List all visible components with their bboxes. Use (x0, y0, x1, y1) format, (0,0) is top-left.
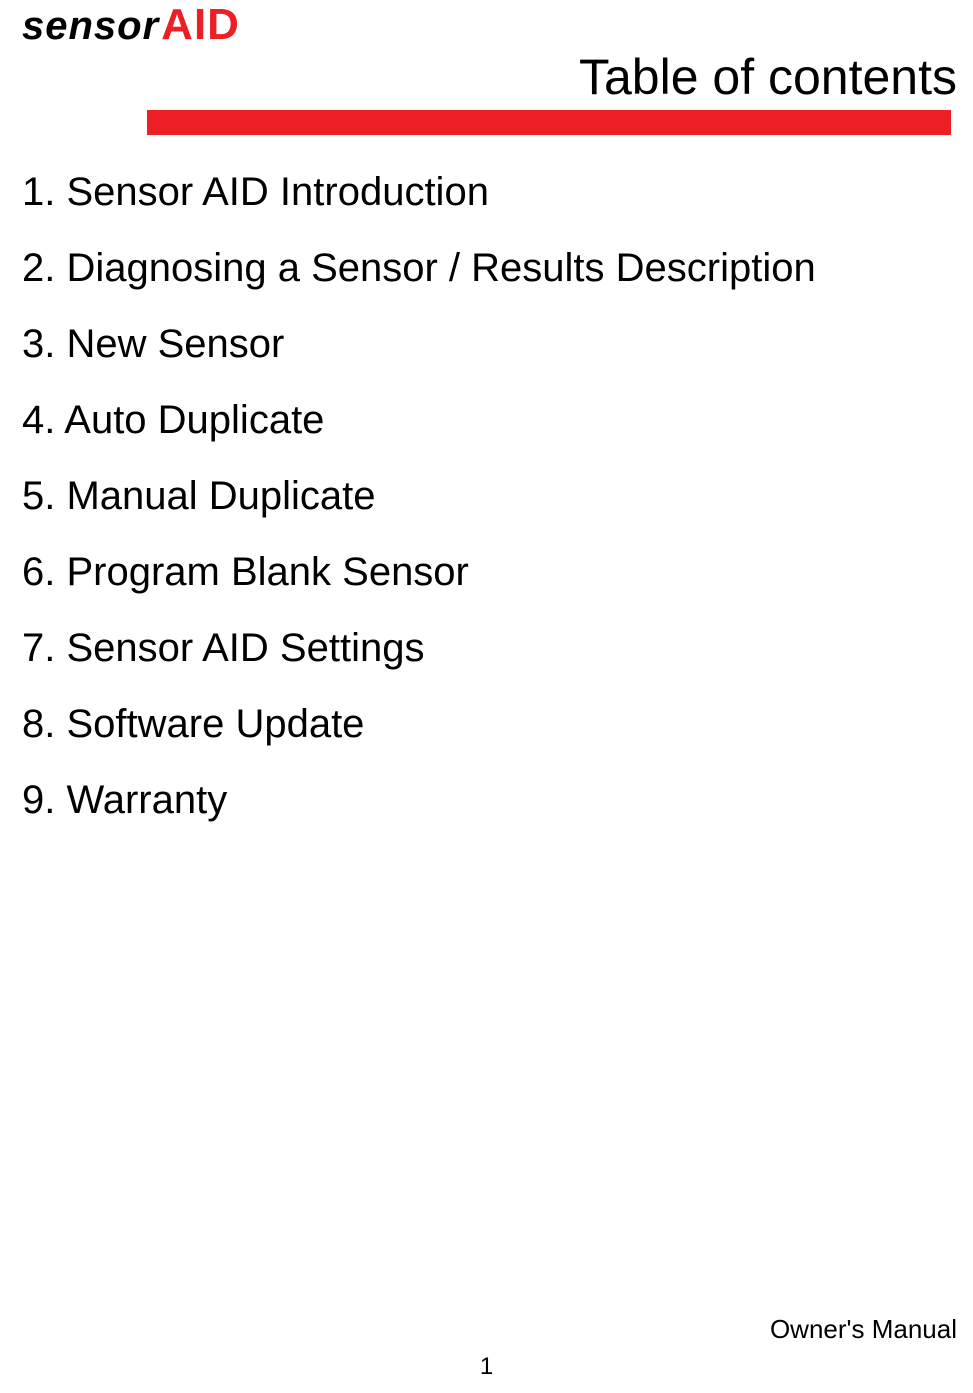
page-number: 1 (480, 1353, 493, 1381)
toc-item: 4. Auto Duplicate (22, 400, 942, 440)
footer-label: Owner's Manual (770, 1314, 957, 1345)
toc-item: 9. Warranty (22, 780, 942, 820)
page: sensor AID Table of contents 1. Sensor A… (0, 0, 973, 1393)
page-title: Table of contents (579, 48, 957, 106)
brand-logo: sensor AID (22, 0, 240, 50)
toc-item: 1. Sensor AID Introduction (22, 172, 942, 212)
logo-text-sensor: sensor (22, 4, 159, 49)
toc-item: 6. Program Blank Sensor (22, 552, 942, 592)
title-underline-bar (147, 110, 951, 135)
table-of-contents: 1. Sensor AID Introduction 2. Diagnosing… (22, 172, 942, 856)
toc-item: 5. Manual Duplicate (22, 476, 942, 516)
toc-item: 8. Software Update (22, 704, 942, 744)
logo-text-aid: AID (161, 0, 240, 50)
toc-item: 3. New Sensor (22, 324, 942, 364)
toc-item: 2. Diagnosing a Sensor / Results Descrip… (22, 248, 942, 288)
toc-item: 7. Sensor AID Settings (22, 628, 942, 668)
